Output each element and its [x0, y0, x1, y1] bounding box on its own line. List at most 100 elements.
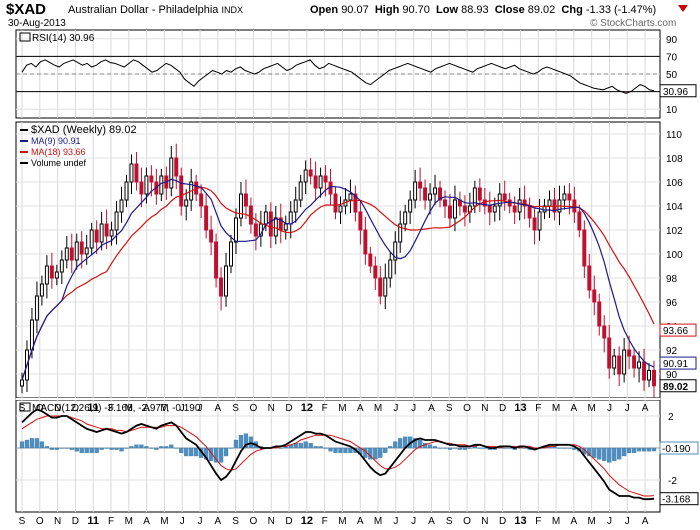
candle-body — [378, 277, 383, 297]
macd-hist-bar — [413, 438, 418, 449]
macd-hist-bar — [592, 447, 597, 458]
price-legend-ma18: MA(18) 93.66 — [31, 147, 86, 157]
x-tick-label-price: A — [143, 403, 150, 414]
price-y-tick-label: 110 — [666, 130, 682, 141]
x-tick-label-price: M — [374, 403, 382, 414]
candle-body — [99, 223, 104, 243]
candle-body — [209, 229, 214, 243]
macd-hist-bar — [24, 439, 30, 449]
candle-body — [477, 187, 482, 201]
macd-hist-bar — [99, 447, 104, 450]
price-y-tick-label: 90 — [666, 370, 678, 381]
x-tick-label-price: A — [428, 403, 435, 414]
macd-hist-bar — [398, 438, 403, 449]
macd-hist-bar — [124, 447, 129, 449]
exchange: INDX — [221, 5, 243, 15]
macd-hist-bar — [149, 447, 154, 449]
candle-body — [139, 181, 144, 195]
candle-body — [567, 193, 572, 201]
x-tick-label-macd: O — [36, 516, 44, 527]
x-tick-label-price: M — [588, 403, 596, 414]
close-value: 89.02 — [527, 4, 556, 16]
macd-hist-bar — [447, 447, 453, 450]
x-tick-label-price: F — [108, 403, 114, 414]
macd-hist-bar — [69, 447, 74, 450]
macd-hist-bar — [333, 447, 338, 453]
macd-hist-bar — [104, 447, 109, 449]
chart-date: 30-Aug-2013 — [8, 18, 66, 29]
macd-hist-bar — [328, 447, 333, 452]
watermark: © StockCharts.com — [590, 18, 677, 29]
macd-hist-bar — [114, 447, 119, 450]
candle-body — [74, 241, 79, 261]
price-y-tick-label: 98 — [666, 274, 678, 285]
instrument-title: Australian Dollar - Philadelphia — [68, 4, 219, 16]
macd-hist-bar — [139, 444, 144, 449]
candle-body — [562, 193, 567, 201]
macd-hist-bar — [74, 447, 79, 452]
candle-body — [642, 361, 647, 381]
macd-hist-bar — [89, 447, 94, 453]
candle-body — [428, 193, 433, 201]
chg-value: -1.33 (-1.47%) — [585, 4, 657, 16]
candle-body — [263, 211, 268, 225]
candle-body — [472, 187, 477, 207]
macd-hist-bar — [144, 446, 149, 449]
macd-hist-bar — [378, 447, 383, 458]
macd-hist-bar — [373, 447, 378, 460]
ma9-price-tag: 90.91 — [663, 359, 688, 370]
macd-hist-bar — [228, 447, 234, 449]
x-tick-label-price: 11 — [87, 402, 99, 414]
macd-hist-tag: -0.190 — [662, 444, 691, 455]
macd-hist-bar — [383, 447, 388, 453]
x-tick-label-price: J — [198, 403, 203, 414]
x-tick-label-price: N — [481, 403, 488, 414]
x-tick-label-macd: M — [125, 516, 133, 527]
macd-hist-bar — [348, 447, 353, 453]
x-tick-label-macd: A — [214, 516, 221, 527]
rsi-y-tick-label: 10 — [666, 105, 678, 116]
x-tick-label-macd: F — [322, 516, 328, 527]
x-tick-label-price: M — [160, 403, 168, 414]
macd-hist-bar — [562, 447, 567, 449]
x-tick-label-macd: N — [54, 516, 61, 527]
macd-hist-bar — [427, 444, 433, 449]
macd-hist-bar — [646, 447, 652, 452]
candle-body — [443, 199, 447, 207]
x-tick-label-price: A — [642, 403, 649, 414]
candle-body — [253, 223, 258, 237]
candle-body — [84, 247, 89, 255]
x-tick-label-macd: J — [393, 516, 398, 527]
candle-body — [283, 223, 288, 231]
macd-hist-bar — [184, 447, 189, 457]
chg-label: Chg — [561, 4, 583, 16]
low-label: Low — [436, 4, 459, 16]
candle-body — [313, 175, 318, 189]
x-tick-label-price: N — [54, 403, 61, 414]
ma9-price-tag-box — [659, 356, 697, 370]
macd-legend-swatch — [19, 402, 31, 412]
candle-body — [438, 187, 442, 201]
rsi-legend-label: RSI(14) 30.96 — [32, 33, 95, 44]
candle-body — [54, 271, 59, 279]
close-price-tag-box — [659, 379, 697, 393]
candle-body — [373, 265, 378, 279]
candle-body — [29, 319, 34, 351]
macd-hist-bar — [164, 446, 169, 449]
macd-hist-bar — [189, 447, 194, 457]
close-label: Close — [494, 4, 525, 16]
chart-header: $XAD Australian Dollar - Philadelphia IN… — [0, 0, 700, 30]
macd-hist-bar — [308, 443, 313, 449]
x-tick-label-price: J — [625, 403, 630, 414]
x-tick-label-macd: F — [108, 516, 114, 527]
candle-body — [134, 163, 139, 183]
x-tick-label-price: A — [571, 403, 578, 414]
x-tick-label-price: O — [250, 403, 258, 414]
x-tick-label-macd: N — [268, 516, 275, 527]
macd-hist-bar — [39, 441, 45, 449]
x-tick-label-macd: 13 — [514, 515, 526, 527]
candle-body — [149, 175, 154, 183]
macd-hist-bar — [636, 447, 642, 452]
macd-value-tag-box — [659, 492, 699, 506]
macd-hist-bar — [641, 447, 647, 452]
